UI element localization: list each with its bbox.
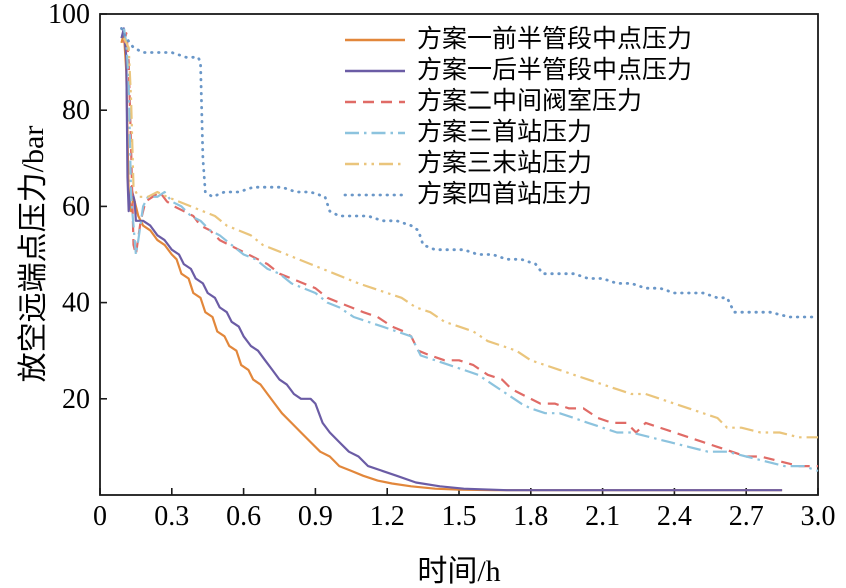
series-line [120,26,820,319]
series-line [120,32,783,492]
legend-label: 方案二中间阀室压力 [417,88,643,115]
series-line [122,37,818,439]
legend-label: 方案四首站压力 [417,181,593,208]
x-tick-label: 0 [93,501,107,532]
x-tick-label: 0.3 [154,501,189,532]
legend-line-sample [345,162,405,165]
x-axis-label: 时间/h [417,555,501,588]
y-tick-label: 100 [48,0,90,30]
legend-line-sample [345,100,405,103]
legend-item: 方案一后半管段中点压力 [343,55,692,86]
legend-line-sample [345,38,405,41]
x-tick-label: 2.7 [729,501,764,532]
y-tick-label: 40 [62,288,90,319]
x-tick-label: 0.6 [226,501,261,532]
x-tick-label: 2.1 [585,501,620,532]
y-tick-label: 80 [62,95,90,126]
x-tick-label: 2.4 [657,501,692,532]
legend-item: 方案一前半管段中点压力 [343,24,692,55]
legend-label: 方案一后半管段中点压力 [417,57,693,84]
x-tick-label: 1.2 [370,501,405,532]
legend-line-sample [345,131,405,134]
legend-item: 方案四首站压力 [343,179,692,210]
y-tick-label: 60 [62,191,90,222]
series-line [122,32,818,468]
legend-label: 方案三首站压力 [417,119,593,146]
legend-item: 方案三末站压力 [343,148,692,179]
x-tick-label: 3.0 [801,501,836,532]
legend-item: 方案二中间阀室压力 [343,86,692,117]
x-tick-label: 1.5 [442,501,477,532]
legend: 方案一前半管段中点压力 方案一后半管段中点压力 方案二中间阀室压力 方案三首站压力 方案… [343,24,692,210]
legend-label: 方案三末站压力 [417,150,593,177]
legend-label: 方案一前半管段中点压力 [417,26,693,53]
series-line [120,27,783,492]
y-tick-label: 20 [62,384,90,415]
x-tick-label: 1.8 [513,501,548,532]
series-line [122,28,819,472]
legend-item: 方案三首站压力 [343,117,692,148]
y-axis-label: 放空远端点压力/bar [17,125,50,383]
legend-line-sample [345,69,405,72]
x-tick-label: 0.9 [298,501,333,532]
legend-line-sample [343,193,407,196]
